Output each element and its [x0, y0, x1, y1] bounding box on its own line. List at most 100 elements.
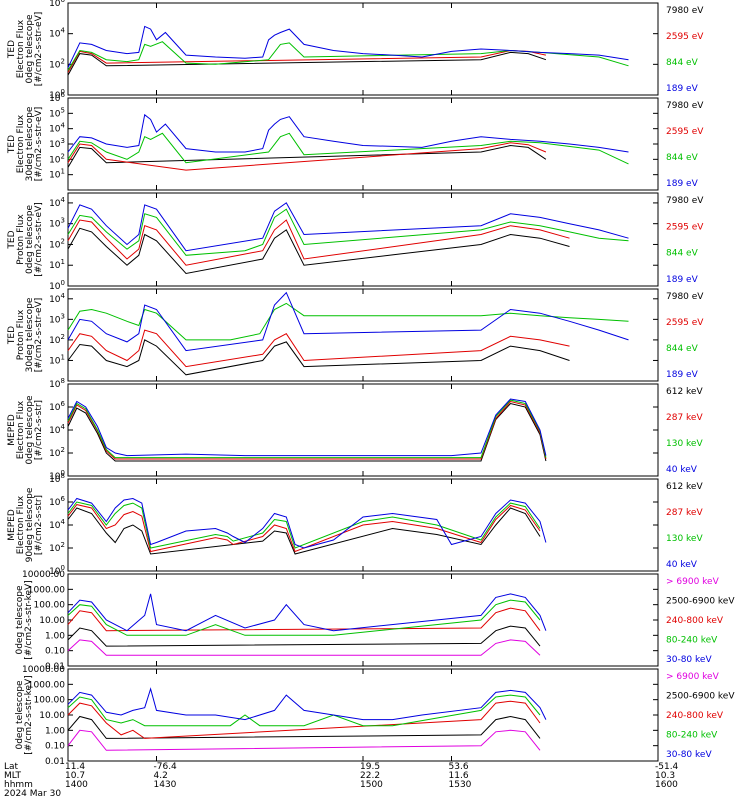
series-line-2595-ev [67, 329, 570, 368]
y-tick-label: 104 [49, 196, 65, 209]
x-tick-hhmm: 1600 [655, 780, 678, 790]
y-axis-label: 90deg telescope [25, 487, 35, 562]
x-tick-mlt: 10.7 [65, 771, 85, 781]
y-tick-label: 108 [49, 472, 65, 485]
y-axis-label: 30deg telescope [25, 297, 35, 372]
series-line-844-ev [67, 302, 629, 341]
y-tick-label: 100.00 [34, 696, 66, 706]
y-tick-label: 106 [49, 400, 65, 413]
legend-entry: 189 eV [666, 179, 699, 189]
series-line-844-ev [67, 41, 629, 71]
y-axis-label: Proton Flux [16, 309, 26, 360]
legend-entry: 844 eV [666, 153, 699, 163]
series-line-80-240-kev [67, 694, 541, 727]
panel-6: MEPED Electron Flux 90deg telescope [#/cm2-… [7, 478, 703, 572]
legend-entry: 7980 eV [666, 6, 704, 16]
y-axis-label: Electron Flux [16, 400, 26, 459]
y-tick-label: 102 [49, 333, 65, 346]
series-line-2595-ev [67, 142, 547, 171]
y-tick-label: 1000.00 [28, 680, 65, 690]
series-line-189-ev [67, 202, 629, 252]
legend-entry: 2595 eV [666, 318, 704, 328]
x-tick-hhmm: 1400 [65, 780, 88, 790]
series-line--6900-kev [67, 729, 541, 751]
y-tick-label: 1000.00 [28, 585, 65, 595]
legend-entry: 240-800 keV [666, 616, 724, 626]
panel-8: 0deg telescope [#/cm2-s-str-keV] > 6900 ke… [15, 668, 735, 762]
x-tick-lat: 11.4 [65, 762, 85, 772]
series-line-240-800-kev [67, 607, 541, 632]
y-axis-label: Electron Flux [16, 19, 26, 78]
panel-frame [67, 2, 659, 96]
legend-entry: 240-800 keV [666, 711, 724, 721]
y-tick-label: 101 [49, 353, 65, 366]
y-axis-label: [#/cm2-s-str-eV] [34, 298, 44, 373]
legend-entry: 287 keV [666, 413, 703, 423]
y-axis-label: Proton Flux [16, 214, 26, 265]
y-tick-label: 102 [49, 57, 65, 70]
x-row-label-hhmm: hhmm [4, 780, 33, 790]
y-tick-label: 102 [49, 446, 65, 459]
date-label: 2024 Mar 30 [4, 789, 61, 799]
y-tick-label: 106 [49, 495, 65, 508]
x-tick-mlt: 4.2 [154, 771, 168, 781]
y-axis-label: 0deg telescope [15, 680, 25, 750]
y-tick-label: 10.00 [39, 711, 65, 721]
legend-entry: 2595 eV [666, 32, 704, 42]
y-axis-label: 30deg telescope [25, 106, 35, 181]
x-row-label-lat: Lat [4, 762, 19, 772]
y-tick-label: 100.00 [34, 601, 66, 611]
legend-entry: 130 keV [666, 439, 703, 449]
panel-frame [67, 288, 659, 382]
x-tick-hhmm: 1500 [360, 780, 383, 790]
legend-entry: > 6900 keV [666, 672, 720, 682]
series-line-2500-6900-kev [67, 715, 541, 739]
panel-7: 0deg telescope [#/cm2-s-str-keV] > 6900 ke… [15, 573, 735, 667]
legend-entry: 30-80 keV [666, 750, 712, 760]
series-line-189-ev [67, 25, 629, 68]
y-tick-label: 101 [49, 168, 65, 181]
y-tick-label: 0.01 [45, 757, 65, 767]
legend-entry: 2595 eV [666, 127, 704, 137]
x-tick-hhmm: 1530 [449, 780, 472, 790]
series-line-189-ev [67, 291, 629, 352]
legend-entry: 189 eV [666, 84, 699, 94]
legend-entry: 2595 eV [666, 222, 704, 232]
y-tick-label: 102 [49, 541, 65, 554]
legend-entry: 7980 eV [666, 101, 704, 111]
y-axis-label: 0deg telescope [15, 585, 25, 655]
y-axis-label: Electron Flux [16, 495, 26, 554]
legend-entry: 40 keV [666, 465, 698, 475]
y-tick-label: 10.00 [39, 616, 65, 626]
panel-4: TED Proton Flux 30deg telescope [#/cm2-s-st… [7, 288, 704, 382]
y-tick-label: 10000.00 [22, 570, 65, 580]
legend-entry: 844 eV [666, 58, 699, 68]
legend-entry: 130 keV [666, 534, 703, 544]
panel-frame [67, 573, 659, 667]
y-tick-label: 100 [49, 88, 65, 101]
x-tick-lat: -76.4 [154, 762, 178, 772]
legend-entry: 2500-6900 keV [666, 597, 735, 607]
y-axis-label: MEPED [7, 509, 17, 541]
series-line-844-ev [67, 208, 629, 256]
series-line-7980-ev [67, 227, 570, 275]
y-axis-label: [#/cm2-s-str] [34, 400, 44, 460]
x-tick-mlt: 11.6 [449, 771, 469, 781]
series-line-7980-ev [67, 339, 570, 376]
y-axis-label: TED [7, 326, 17, 345]
legend-entry: 189 eV [666, 275, 699, 285]
legend-entry: 2500-6900 keV [666, 692, 735, 702]
series-line--6900-kev [67, 639, 541, 656]
series-line-130-kev [67, 501, 541, 549]
series-line-7980-ev [67, 51, 547, 76]
panel-1: TED Electron Flux 0deg telescope [#/cm2-s-s… [7, 2, 704, 96]
y-tick-label: 1.00 [45, 726, 65, 736]
y-tick-label: 100 [49, 469, 65, 482]
x-tick-lat: 19.5 [360, 762, 380, 772]
panel-2: TED Electron Flux 30deg telescope [#/cm2-s-… [7, 97, 704, 191]
series-line-612-kev [67, 507, 541, 555]
y-axis-label: 0deg telescope [25, 205, 35, 275]
y-axis-label: [#/cm2-s-str-eV] [34, 107, 44, 182]
series-line-2500-6900-kev [67, 625, 541, 647]
